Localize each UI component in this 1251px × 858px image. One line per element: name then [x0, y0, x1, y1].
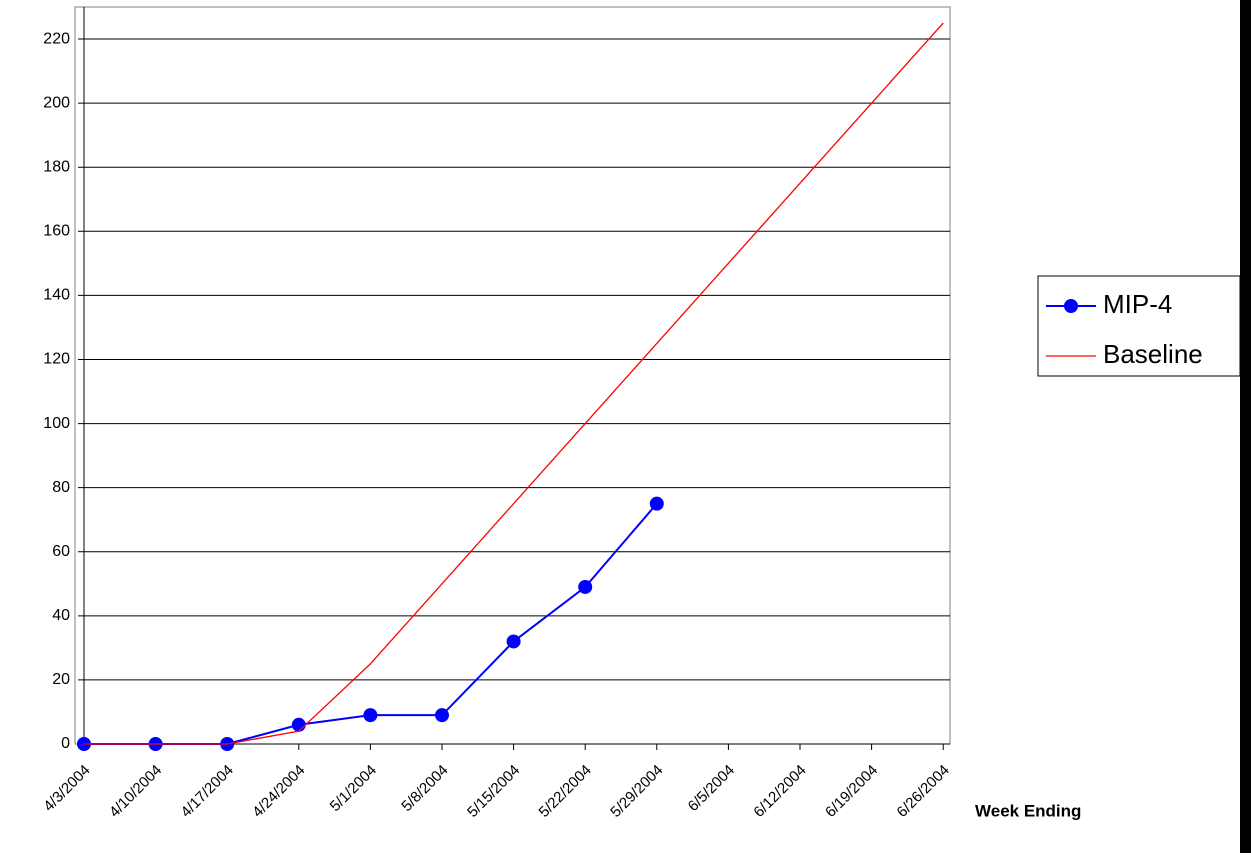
x-tick-label: 6/26/2004	[894, 762, 953, 821]
point	[506, 634, 521, 649]
window-edge	[1240, 0, 1251, 853]
y-tick-label: 120	[43, 351, 70, 368]
x-tick-label: 4/3/2004	[40, 762, 93, 815]
y-tick-label: 180	[43, 158, 70, 175]
x-tick-label: 5/29/2004	[607, 762, 666, 821]
point	[578, 579, 593, 594]
x-tick-label: 6/5/2004	[685, 762, 738, 815]
x-tick-label: 5/15/2004	[464, 762, 523, 821]
x-tick-label: 4/10/2004	[106, 762, 165, 821]
y-tick-label: 60	[52, 543, 70, 560]
y-tick-label: 80	[52, 479, 70, 496]
x-tick-label: 6/12/2004	[750, 762, 809, 821]
x-tick-label: 5/8/2004	[398, 762, 451, 815]
plot-area	[74, 6, 951, 745]
x-axis-label: Week Ending	[975, 801, 1081, 820]
x-tick-label: 4/17/2004	[178, 762, 237, 821]
x-tick-label: 5/22/2004	[536, 762, 595, 821]
legend-label: Baseline	[1103, 339, 1203, 369]
x-tick-label: 5/1/2004	[327, 762, 380, 815]
series-line	[84, 22, 944, 745]
y-tick-label: 140	[43, 287, 70, 304]
y-tick-label: 200	[43, 94, 70, 111]
y-tick-label: 220	[43, 30, 70, 47]
y-tick-label: 40	[52, 607, 70, 624]
point	[291, 717, 306, 732]
legend-marker	[1064, 299, 1078, 313]
legend-label: MIP-4	[1103, 289, 1172, 319]
y-tick-label: 100	[43, 415, 70, 432]
x-tick-label: 6/19/2004	[822, 762, 881, 821]
y-tick-label: 160	[43, 223, 70, 240]
y-tick-label: 0	[61, 735, 70, 752]
point	[435, 708, 449, 723]
y-tick-label: 20	[52, 671, 70, 688]
legend	[1037, 275, 1241, 377]
point	[649, 496, 664, 511]
series-line	[84, 503, 658, 745]
point	[363, 708, 378, 723]
x-tick-label: 4/24/2004	[249, 762, 308, 821]
